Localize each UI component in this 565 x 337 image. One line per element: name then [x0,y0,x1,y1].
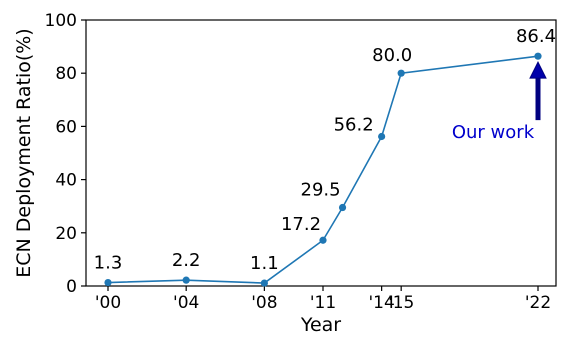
data-labels-layer: 1.3 2.2 1.117.2 29.5 56.2 80.0 86.4 [94,26,556,274]
x-tick-label: '08 [251,293,277,313]
y-tick-label: 20 [55,224,77,244]
data-label: 86.4 [516,26,556,47]
x-tick-label: '00 [95,293,121,313]
x-tick-label: '11 [310,293,336,313]
data-label: 1.1 [250,253,279,274]
data-point [182,276,190,284]
x-tick-label: '15 [388,293,414,313]
data-label: 2.2 [172,250,201,271]
series-line [107,55,539,284]
data-point [378,132,386,141]
data-point [338,203,347,212]
annotation-layer: Our work [452,61,547,143]
data-point [319,236,327,244]
y-tick-label: 40 [55,171,77,191]
axes: 0 20 40 60 80 100 '00 '04 '08 '11 '14'15 '22 [45,11,557,313]
x-tick-label: '22 [525,293,551,313]
annotation-text: Our work [452,122,535,143]
data-label: 29.5 [301,180,341,201]
x-tick-label: '04 [173,293,199,313]
data-point [534,52,542,60]
data-label: 17.2 [281,214,321,235]
data-point [397,69,405,77]
data-label: 56.2 [334,115,374,136]
x-tick-label: '14 [368,293,394,313]
plot-frame [85,19,557,287]
data-point [104,278,112,287]
series-layer [104,52,542,287]
y-tick-label: 100 [45,11,77,31]
y-tick-label: 80 [55,64,77,84]
y-tick-label: 60 [55,117,77,137]
annotation-arrow-head [529,61,547,79]
data-label: 80.0 [372,45,412,66]
data-point [260,279,268,287]
x-axis-label: Year [300,314,341,336]
data-label: 1.3 [94,253,123,274]
y-tick-label: 0 [66,277,77,297]
y-axis-label: ECN Deployment Ratio(%) [13,28,35,277]
